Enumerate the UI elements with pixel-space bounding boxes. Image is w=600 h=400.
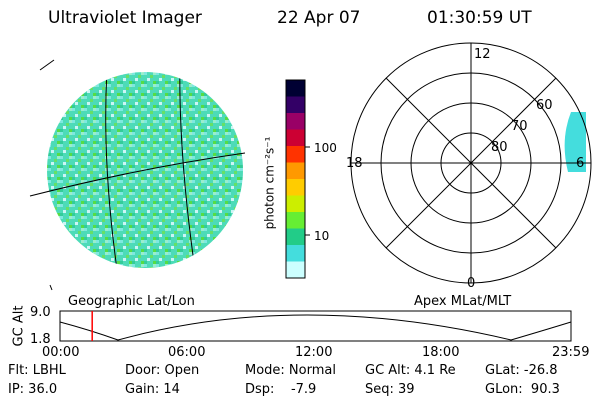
mlt-label-18: 18 (346, 156, 363, 171)
meridian-line (105, 72, 121, 268)
timeline-xtick: 18:00 (422, 345, 460, 360)
mode-info: Mode: Normal (245, 363, 336, 378)
polar-plot (350, 42, 592, 284)
instrument-title: Ultraviolet Imager (48, 8, 202, 28)
colorbar-swatch (286, 162, 305, 180)
dsp-info: Dsp: -7.9 (245, 382, 317, 397)
timeline-ylabel: GC Alt (11, 305, 27, 347)
colorbar-swatch (286, 195, 305, 213)
polar-diagonal (385, 77, 557, 249)
seq-info: Seq: 39 (365, 382, 415, 397)
altitude-curve (59, 314, 572, 341)
timeline-xtick: 12:00 (295, 345, 333, 360)
colorbar-frame (285, 79, 306, 279)
door-info: Door: Open (125, 363, 200, 378)
latitude-line (29, 152, 246, 197)
colorbar-swatch (286, 212, 305, 229)
ip-info: IP: 36.0 (8, 382, 58, 397)
timeline-frame (59, 310, 572, 342)
mlat-label-60: 60 (536, 98, 553, 113)
filter-info: Flt: LBHL (8, 363, 66, 378)
date-label: 22 Apr 07 (277, 8, 361, 28)
time-label: 01:30:59 UT (427, 8, 532, 28)
apex-label: Apex MLat/MLT (414, 294, 512, 309)
gc-alt-info: GC Alt: 4.1 Re (365, 363, 456, 378)
timeline-plot (59, 310, 572, 342)
mlt-label-12: 12 (474, 47, 491, 62)
colorbar-swatch (286, 245, 305, 262)
timeline-xtick: 00:00 (42, 345, 80, 360)
timeline-xtick: 06:00 (168, 345, 206, 360)
mlt-label-6: 6 (576, 156, 585, 171)
timeline-xtick: 23:59 (552, 345, 590, 360)
timeline-ytick-low: 1.8 (30, 332, 51, 347)
colorbar-swatch (286, 146, 305, 163)
colorbar-swatch (286, 113, 305, 130)
glon-info: GLon: 90.3 (485, 382, 560, 397)
geographic-image-panel (29, 59, 246, 291)
polar-aurora-patch (564, 112, 586, 172)
colorbar-swatch (286, 261, 305, 279)
geographic-label: Geographic Lat/Lon (68, 294, 195, 309)
gain-info: Gain: 14 (125, 382, 180, 397)
mlat-label-70: 70 (511, 119, 528, 134)
colorbar-tick-10: 10 (314, 229, 330, 243)
colorbar-swatch (286, 129, 305, 147)
colorbar (285, 79, 306, 279)
colorbar-tick-100: 100 (314, 141, 337, 155)
colorbar-swatch (286, 80, 305, 97)
colorbar-swatch (286, 179, 305, 196)
colorbar-unit-label: photon cm⁻²s⁻¹ (262, 136, 277, 230)
timeline-ytick-high: 9.0 (30, 305, 51, 320)
mlat-label-80: 80 (491, 140, 508, 155)
mlt-label-0: 0 (467, 276, 476, 291)
colorbar-swatch (286, 96, 305, 114)
glat-info: GLat: -26.8 (485, 363, 558, 378)
colorbar-swatch (286, 228, 305, 246)
